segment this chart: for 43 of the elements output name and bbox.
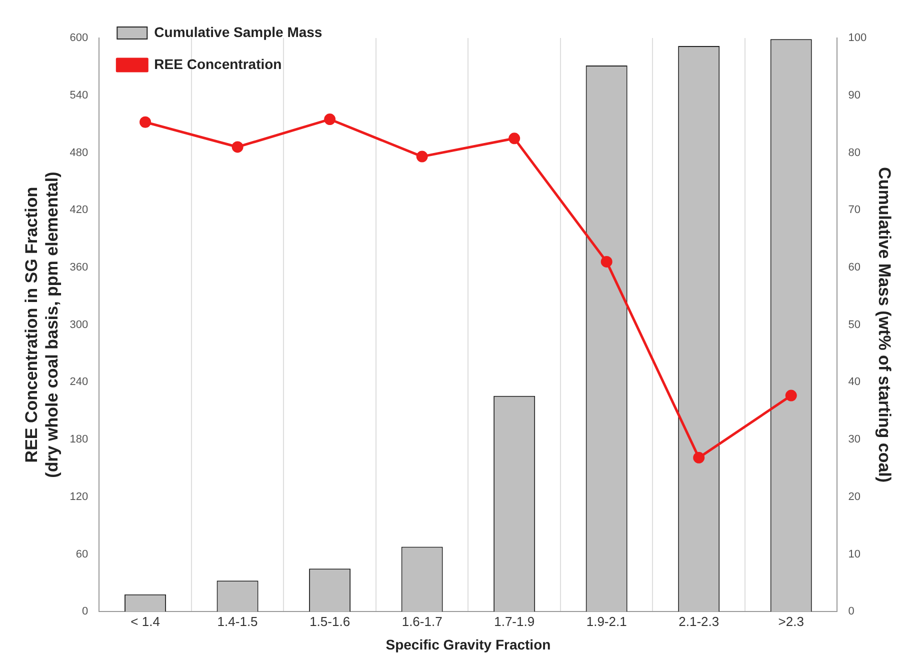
point bbox=[693, 452, 705, 464]
x-tick-label: 1.5-1.6 bbox=[310, 614, 350, 629]
y2-tick-label: 80 bbox=[848, 146, 860, 159]
x-tick-label: 2.1-2.3 bbox=[678, 614, 720, 629]
y2-tick-label: 20 bbox=[848, 490, 860, 503]
y2-tick-label: 90 bbox=[848, 89, 860, 102]
y-tick-label: 540 bbox=[70, 89, 88, 102]
point bbox=[232, 141, 244, 153]
y2-tick-label: 100 bbox=[848, 32, 867, 44]
x-axis-title: Specific Gravity Fraction bbox=[386, 636, 551, 652]
y2-tick-label: 30 bbox=[848, 434, 860, 446]
point bbox=[324, 114, 336, 126]
point bbox=[416, 150, 428, 162]
y2-tick-label: 10 bbox=[848, 548, 860, 560]
y2-axis-title: Cumulative Mass (wt% of starting coal) bbox=[875, 167, 894, 483]
y-tick-label: 360 bbox=[70, 261, 88, 274]
x-tick-label: 1.9-2.1 bbox=[586, 614, 627, 629]
legend-label: Cumulative Sample Mass bbox=[154, 24, 322, 40]
x-tick-label: < 1.4 bbox=[130, 614, 160, 629]
legend-label: REE Concentration bbox=[154, 56, 282, 72]
x-tick-label: >2.3 bbox=[778, 614, 804, 629]
point bbox=[508, 132, 520, 144]
y2-tick-label: 60 bbox=[848, 261, 860, 274]
y-tick-label: 120 bbox=[70, 490, 88, 503]
y-tick-label: 60 bbox=[76, 548, 88, 560]
y2-tick-label: 70 bbox=[848, 204, 860, 216]
x-tick-label: 1.7-1.9 bbox=[494, 614, 535, 629]
y2-tick-label: 40 bbox=[848, 376, 860, 388]
y-tick-label: 180 bbox=[70, 434, 88, 446]
y-tick-label: 240 bbox=[70, 376, 88, 388]
y-axis-title: REE Concentration in SG Fraction (dry whole coal basis, ppm elemental) bbox=[22, 172, 62, 478]
y2-tick-label: 0 bbox=[848, 606, 854, 618]
point bbox=[600, 256, 612, 268]
y-tick-label: 0 bbox=[82, 606, 88, 618]
point bbox=[140, 116, 152, 128]
y-tick-label: 300 bbox=[70, 318, 88, 331]
y-tick-label: 480 bbox=[70, 146, 88, 159]
y-tick-label: 420 bbox=[70, 204, 88, 216]
x-tick-label: 1.4-1.5 bbox=[217, 614, 258, 629]
y-tick-label: 600 bbox=[70, 32, 88, 44]
y2-tick-label: 50 bbox=[848, 318, 860, 331]
point bbox=[785, 390, 797, 402]
x-tick-label: 1.6-1.7 bbox=[402, 614, 442, 629]
